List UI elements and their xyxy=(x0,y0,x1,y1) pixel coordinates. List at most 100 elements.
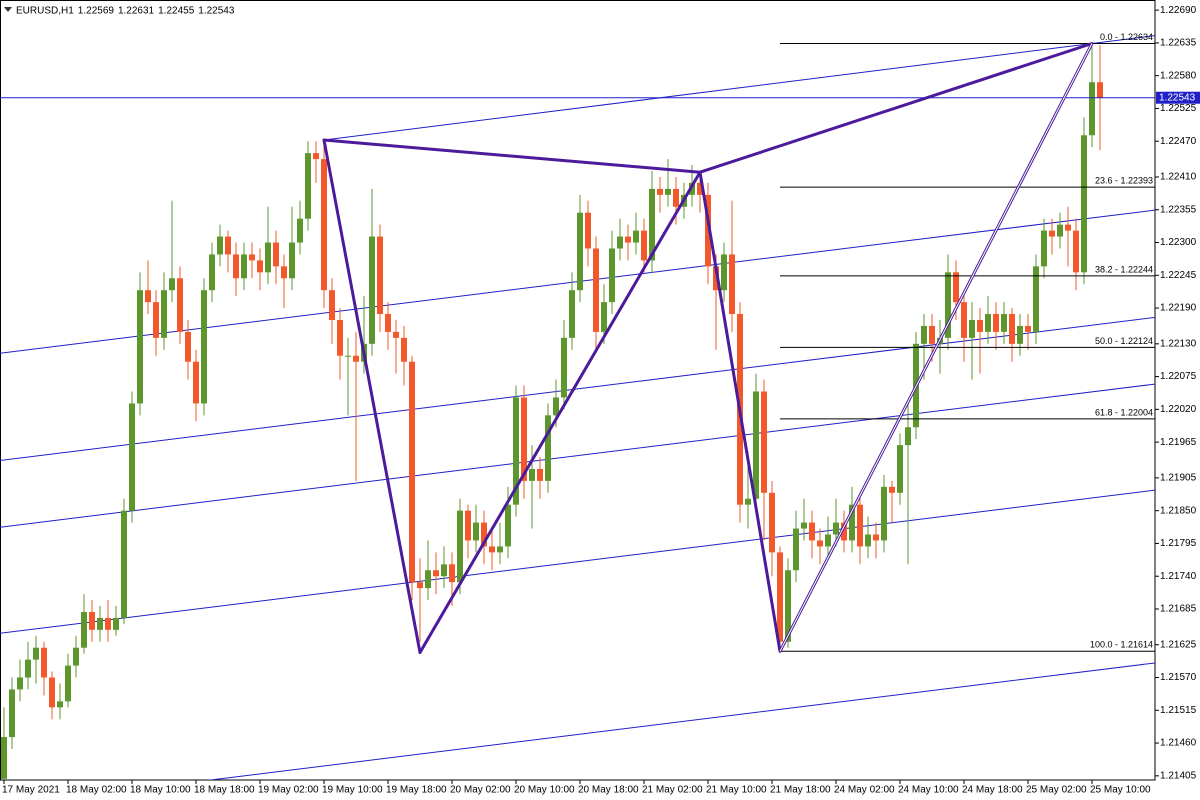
candle-body xyxy=(305,153,311,219)
y-tick-label: 1.22635 xyxy=(1160,38,1197,49)
x-tick-label: 20 May 02:00 xyxy=(450,785,511,796)
candle-body xyxy=(729,254,735,315)
candle-body xyxy=(1041,230,1047,267)
candle-body xyxy=(1001,314,1007,332)
x-tick-label: 18 May 02:00 xyxy=(66,785,127,796)
candle-body xyxy=(1,737,7,779)
candle-body xyxy=(1017,325,1023,344)
candle-body xyxy=(785,570,791,642)
x-tick-label: 20 May 18:00 xyxy=(578,785,639,796)
candle-body xyxy=(553,397,559,416)
candle-body xyxy=(481,522,487,547)
candle-body xyxy=(441,564,447,577)
candle-body xyxy=(41,647,47,678)
candle-body xyxy=(953,272,959,303)
candle-body xyxy=(177,278,183,332)
candle-body xyxy=(577,212,583,291)
candle-body xyxy=(401,337,407,362)
candle-body xyxy=(145,290,151,303)
candle-body xyxy=(81,611,87,648)
candle-body xyxy=(721,254,727,291)
y-tick-label: 1.22525 xyxy=(1160,103,1197,114)
candle-body xyxy=(33,647,39,660)
x-tick-label: 25 May 10:00 xyxy=(1090,785,1151,796)
candle-body xyxy=(569,290,575,338)
candle-body xyxy=(537,468,543,481)
candle-body xyxy=(289,242,295,279)
candle-body xyxy=(945,272,951,338)
y-tick-label: 1.22130 xyxy=(1160,338,1197,349)
candle-body xyxy=(433,570,439,577)
symbol-icon xyxy=(4,7,12,12)
candle-body xyxy=(105,617,111,630)
candle-body xyxy=(465,510,471,541)
pattern-leg-inner xyxy=(779,43,1093,652)
candle-body xyxy=(313,153,319,160)
y-tick-label: 1.22020 xyxy=(1160,404,1197,415)
ohlc-value: 1.22543 xyxy=(198,6,235,17)
candle-body xyxy=(1097,82,1103,98)
candle-body xyxy=(113,617,119,630)
candle-body xyxy=(377,236,383,315)
candle-body xyxy=(73,647,79,666)
candle-body xyxy=(809,522,815,541)
y-tick-label: 1.21740 xyxy=(1160,571,1197,582)
x-tick-label: 20 May 10:00 xyxy=(514,785,575,796)
candle-body xyxy=(89,611,95,630)
candle-body xyxy=(17,677,23,690)
overlay: 1.22690 1.22635 1.22580 1.22525 1.22470 1.224… xyxy=(2,5,1200,796)
channel-line xyxy=(0,383,1155,528)
candle-body xyxy=(929,325,935,344)
x-tick-label: 19 May 10:00 xyxy=(322,785,383,796)
candle-body xyxy=(249,254,255,261)
candle-body xyxy=(497,546,503,553)
x-tick-label: 24 May 18:00 xyxy=(962,785,1023,796)
candle-body xyxy=(753,391,759,499)
y-tick-label: 1.21405 xyxy=(1160,770,1197,781)
candle-body xyxy=(209,254,215,291)
candle-body xyxy=(457,510,463,583)
candle-body xyxy=(673,188,679,207)
y-tick-label: 1.22580 xyxy=(1160,70,1197,81)
fib-label: 0.0 - 1.22634 xyxy=(1100,32,1153,42)
candle-body xyxy=(745,498,751,505)
candle-body xyxy=(561,337,567,398)
candle-body xyxy=(1009,314,1015,344)
ohlc-value: 1.22631 xyxy=(118,6,155,17)
candle-body xyxy=(881,486,887,541)
candle-body xyxy=(889,486,895,493)
candle-body xyxy=(665,188,671,195)
y-tick-label: 1.21685 xyxy=(1160,604,1197,615)
candle-body xyxy=(353,355,359,362)
channel-line xyxy=(0,316,1155,462)
candle-body xyxy=(713,266,719,291)
y-tick-label: 1.21795 xyxy=(1160,538,1197,549)
candle-body xyxy=(425,570,431,589)
y-tick-label: 1.21460 xyxy=(1160,738,1197,749)
candle-body xyxy=(225,236,231,255)
candle-body xyxy=(873,534,879,541)
candle-body xyxy=(409,361,415,583)
fib-label: 50.0 - 1.22124 xyxy=(1095,336,1153,346)
candle-body xyxy=(393,331,399,338)
candle-body xyxy=(1033,266,1039,332)
candle-body xyxy=(25,659,31,678)
candle-body xyxy=(513,397,519,505)
pattern-leg xyxy=(698,41,1094,174)
candle-body xyxy=(121,510,127,618)
candle-body xyxy=(137,290,143,404)
candle-body xyxy=(1025,325,1031,332)
candle-body xyxy=(825,534,831,547)
candle-body xyxy=(697,182,703,195)
candle-body xyxy=(657,188,663,195)
y-tick-label: 1.21515 xyxy=(1160,705,1197,716)
candle-body xyxy=(449,564,455,583)
candle-body xyxy=(817,540,823,547)
fib-label: 100.0 - 1.21614 xyxy=(1090,640,1153,650)
candle-body xyxy=(833,522,839,535)
y-tick-label: 1.21625 xyxy=(1160,639,1197,650)
candle-body xyxy=(201,290,207,404)
x-tick-label: 21 May 10:00 xyxy=(706,785,767,796)
candle-body xyxy=(505,504,511,547)
